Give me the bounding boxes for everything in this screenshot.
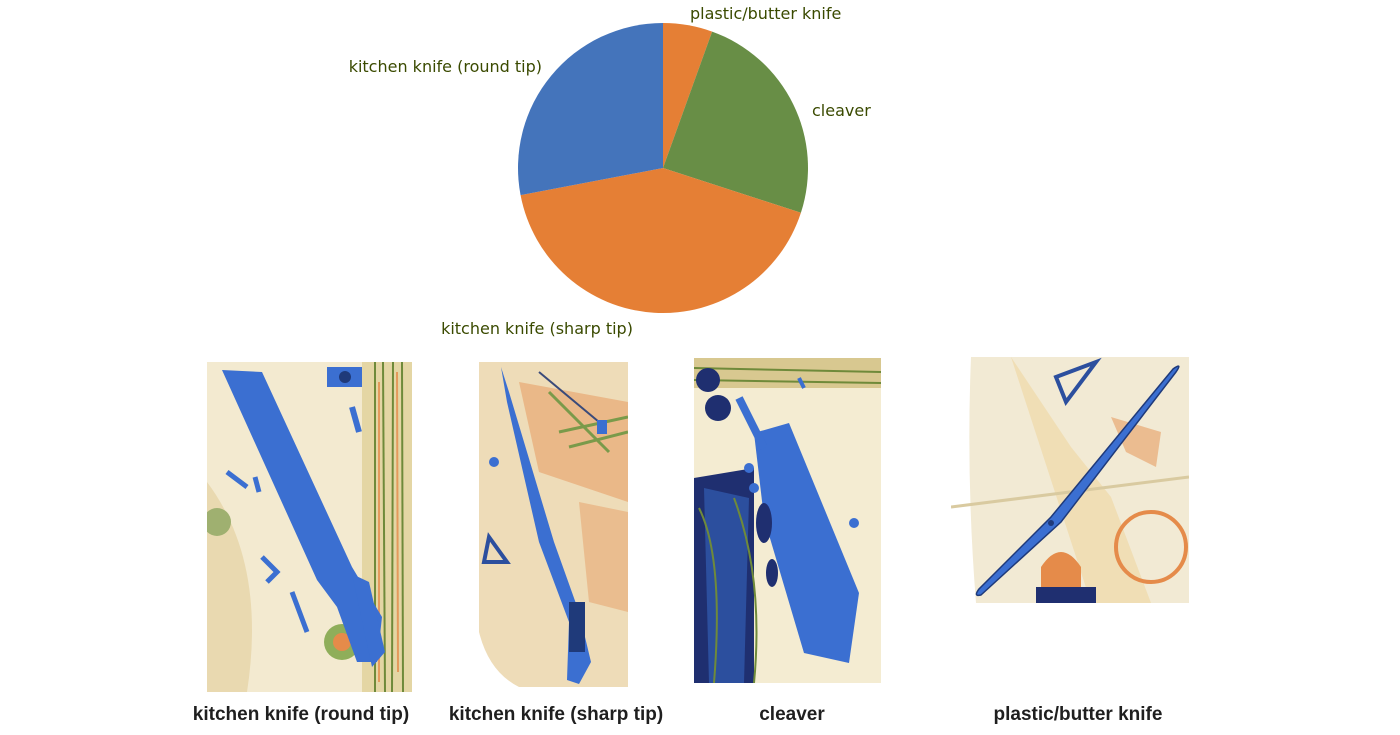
pie-slices — [518, 23, 808, 314]
caption-butter-knife: plastic/butter knife — [993, 704, 1163, 725]
pie-labels: plastic/butter knife cleaver kitchen knife… — [349, 4, 872, 338]
caption-cleaver: cleaver — [759, 704, 825, 725]
pie-slice-kitchen-knife-sharp-tip- — [520, 168, 801, 314]
caption-sharp-tip: kitchen knife (sharp tip) — [448, 704, 664, 725]
example-image-sharp-tip — [479, 362, 628, 687]
pie-slice-plastic-butter-knife — [663, 23, 713, 168]
xray-round-tip-knife-image — [207, 362, 412, 692]
xray-butter-knife-image — [951, 357, 1189, 603]
pie-label-cleaver: cleaver — [812, 101, 871, 120]
xray-cleaver-image — [694, 358, 881, 683]
example-image-round-tip — [207, 362, 412, 692]
caption-round-tip: kitchen knife (round tip) — [192, 704, 410, 725]
example-image-cleaver — [694, 358, 881, 683]
pie-chart: plastic/butter knife cleaver kitchen knife… — [349, 4, 872, 338]
pie-slice-cleaver — [663, 31, 808, 213]
example-image-butter-knife — [951, 357, 1189, 603]
pie-slice-kitchen-knife-round-tip- — [518, 23, 663, 196]
pie-label-plastic-butter-knife: plastic/butter knife — [690, 4, 841, 23]
pie-label-kitchen-knife-sharp-tip-: kitchen knife (sharp tip) — [441, 319, 633, 338]
pie-label-kitchen-knife-round-tip-: kitchen knife (round tip) — [349, 57, 542, 76]
xray-sharp-tip-knife-image — [479, 362, 628, 687]
